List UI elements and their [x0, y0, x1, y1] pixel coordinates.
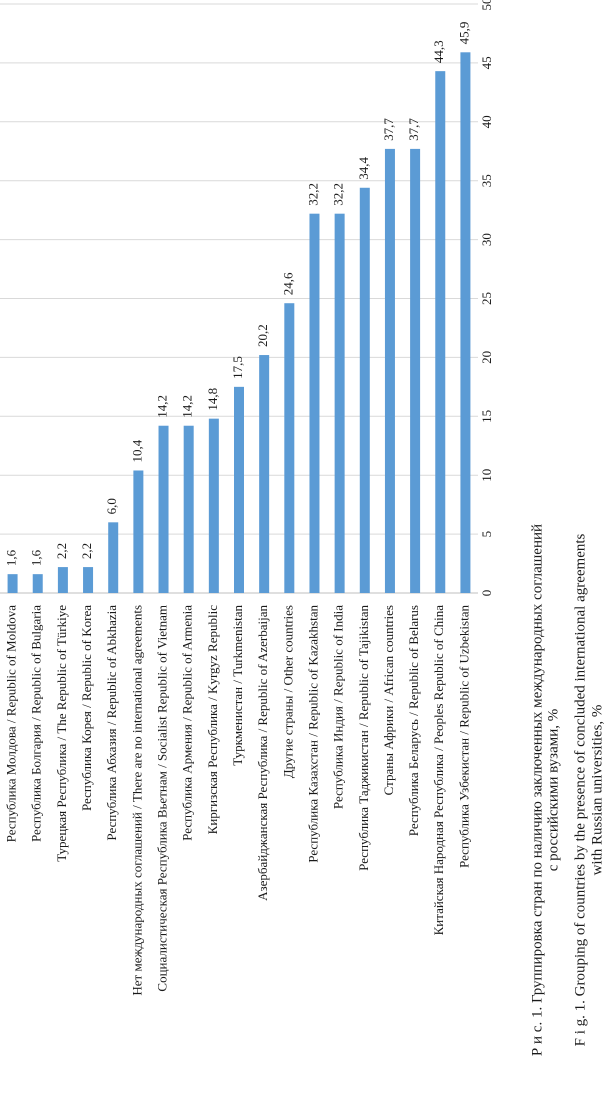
bar: [284, 303, 295, 593]
x-tick-label: 20: [479, 351, 494, 364]
category-label: Социалистическая Республика Вьетнам / So…: [155, 605, 170, 992]
category-label: Республика Молдова / Republic of Moldova: [4, 605, 19, 843]
category-label: Азербайджанская Республика / Republic of…: [255, 605, 270, 901]
bar: [359, 187, 370, 593]
bar: [7, 574, 18, 593]
value-label: 6,0: [104, 498, 119, 514]
category-label: Республика Беларусь / Republic of Belaru…: [406, 605, 421, 836]
category-label: Республика Казахстан / Republic of Kazak…: [305, 605, 320, 863]
value-label: 14,2: [155, 395, 170, 418]
x-tick-label: 5: [479, 531, 494, 538]
category-label: Республика Корея / Republic of Korea: [79, 605, 94, 811]
caption: Р и с. 1. Группировка стран по наличию з…: [529, 524, 545, 1056]
bar: [133, 470, 144, 593]
bar: [259, 355, 270, 593]
bar: [334, 213, 345, 593]
bar: [435, 71, 446, 593]
bar: [234, 386, 244, 593]
category-label: Турецкая Республика / The Republic of Tü…: [54, 605, 69, 862]
value-label: 17,5: [230, 356, 245, 379]
value-label: 34,4: [356, 157, 371, 180]
category-label: Другие страны / Other countries: [280, 605, 295, 778]
category-label: Китайская Народная Республика / Peoples …: [431, 605, 446, 936]
category-label: Республика Армения / Republic of Armenia: [180, 605, 195, 841]
value-label: 32,2: [331, 183, 346, 206]
x-tick-label: 50: [479, 0, 494, 11]
category-label: Нет международных соглашений / There are…: [129, 605, 144, 996]
value-label: 37,7: [406, 118, 421, 141]
value-label: 32,2: [305, 183, 320, 206]
value-label: 45,9: [456, 22, 471, 45]
bar: [158, 425, 169, 593]
bar: [32, 574, 43, 593]
bar: [57, 567, 68, 593]
category-label: Киргизская Республика / Kyrgyz Republic: [205, 605, 220, 835]
x-tick-label: 10: [479, 469, 494, 482]
category-label: Республика Абхазия / Republic of Abkhazi…: [104, 605, 119, 841]
x-tick-label: 35: [479, 174, 494, 187]
bar: [460, 52, 471, 593]
category-label: Страны Африки / African countries: [381, 605, 396, 795]
category-label: Республика Таджикистан / Republic of Taj…: [356, 605, 371, 871]
value-label: 20,2: [255, 324, 270, 347]
value-label: 24,6: [280, 272, 295, 295]
x-tick-label: 45: [479, 56, 494, 69]
bar: [208, 418, 219, 593]
x-tick-label: 30: [479, 233, 494, 246]
x-tick-label: 25: [479, 292, 494, 305]
caption: with Russian universities, %: [589, 705, 605, 876]
caption: F i g. 1. Grouping of countries by the p…: [572, 533, 588, 1046]
category-label: Туркменистан / Turkmenistan: [230, 605, 245, 766]
value-label: 14,2: [180, 395, 195, 418]
value-label: 1,6: [29, 549, 44, 566]
caption: с российскими вузами, %: [545, 709, 561, 872]
category-label: Республика Узбекистан / Republic of Uzbe…: [456, 605, 471, 868]
value-label: 44,3: [431, 40, 446, 63]
rotated-chart: 0 5 10 15 20 25 30 35 40 45 50 Республика Молдова /…: [0, 0, 605, 1056]
x-tick-label: 15: [479, 410, 494, 423]
category-label: Республика Болгария / Republic of Bulgar…: [29, 605, 44, 842]
bar: [183, 425, 194, 593]
bar: [309, 213, 320, 593]
bar: [108, 522, 119, 593]
bar: [410, 148, 421, 593]
value-label: 10,4: [129, 439, 144, 462]
bar: [83, 567, 94, 593]
x-tick-label: 40: [479, 115, 494, 128]
value-label: 37,7: [381, 118, 396, 141]
value-label: 1,6: [4, 549, 19, 566]
value-label: 2,2: [79, 543, 94, 559]
category-label: Республика Индия / Republic of India: [331, 605, 346, 809]
value-label: 14,8: [205, 388, 220, 411]
value-label: 2,2: [54, 543, 69, 559]
bar: [384, 148, 395, 593]
x-tick-label: 0: [479, 590, 494, 597]
